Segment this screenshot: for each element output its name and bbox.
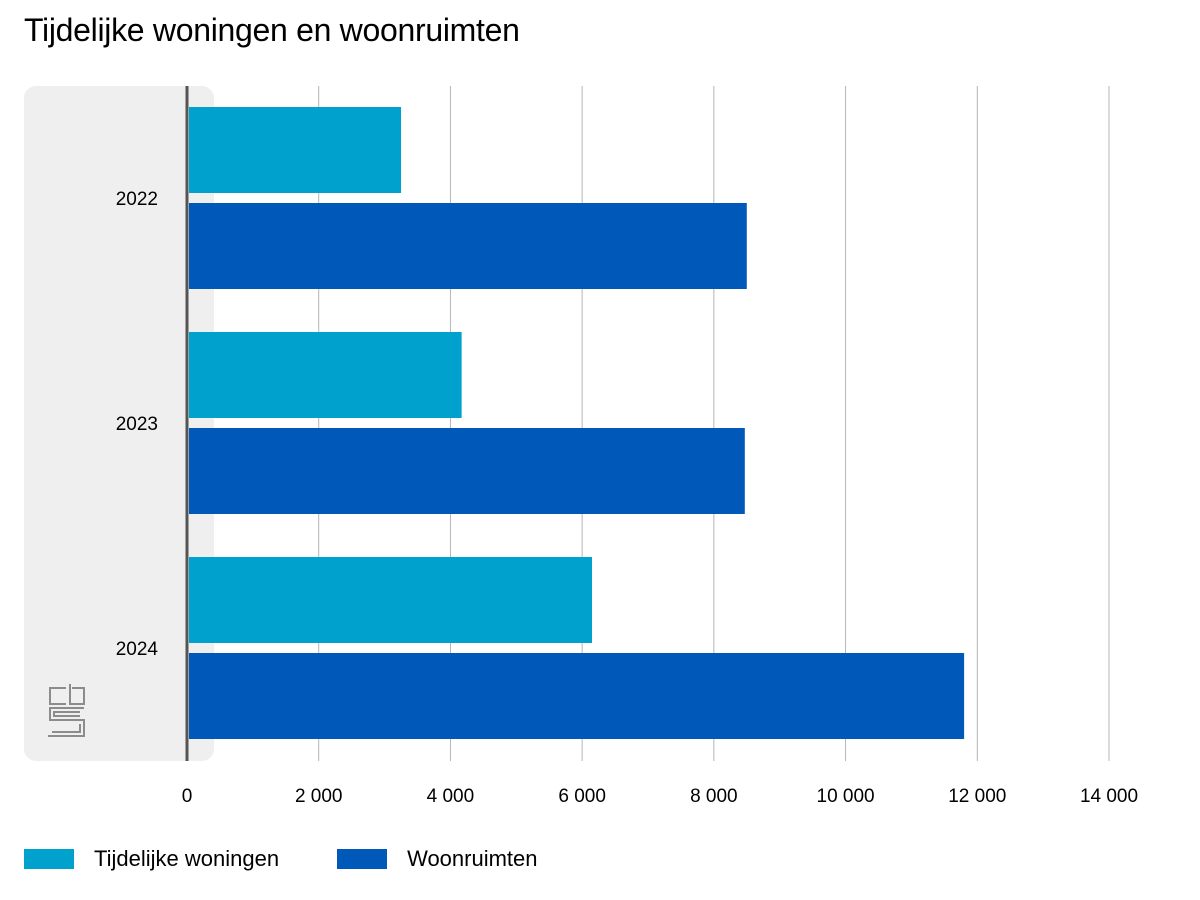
x-tick-label: 2 000	[295, 786, 343, 807]
legend-item: Tijdelijke woningen	[24, 846, 279, 872]
legend-item: Woonruimten	[337, 846, 538, 872]
bars	[189, 107, 965, 739]
category-labels: 2022 2023 2024	[116, 189, 159, 660]
bar-tijdelijke-woningen-2022	[189, 107, 402, 193]
bar-tijdelijke-woningen-2024	[189, 557, 593, 643]
category-label: 2022	[116, 189, 158, 210]
x-tick-label: 14 000	[1080, 786, 1138, 807]
legend-swatch	[24, 849, 74, 869]
chart-title: Tijdelijke woningen en woonruimten	[24, 12, 520, 48]
x-tick-label: 10 000	[817, 786, 875, 807]
legend-swatch	[337, 849, 388, 869]
legend: Tijdelijke woningen Woonruimten	[24, 846, 596, 872]
category-label: 2024	[116, 639, 159, 660]
x-tick-label: 0	[182, 786, 193, 807]
legend-label: Tijdelijke woningen	[94, 846, 280, 871]
gridlines	[318, 86, 1110, 761]
legend-label: Woonruimten	[407, 846, 538, 871]
x-tick-labels: 0 2 000 4 000 6 000 8 000 10 000 12 000 14 000	[182, 786, 1138, 807]
bar-tijdelijke-woningen-2023	[189, 332, 462, 418]
x-tick-label: 4 000	[427, 786, 475, 807]
bar-woonruimten-2022	[189, 203, 747, 289]
bar-woonruimten-2023	[189, 428, 745, 514]
bar-woonruimten-2024	[189, 653, 965, 739]
x-tick-label: 8 000	[690, 786, 738, 807]
x-tick-label: 12 000	[948, 786, 1006, 807]
x-tick-label: 6 000	[558, 786, 606, 807]
category-panel	[24, 86, 214, 761]
cbs-logo-icon	[48, 684, 85, 737]
category-label: 2023	[116, 414, 158, 435]
